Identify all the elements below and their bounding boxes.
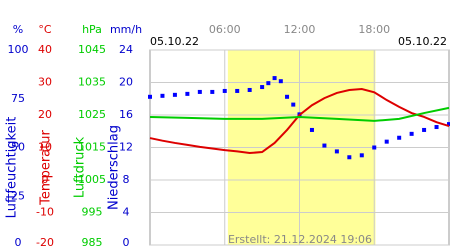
y-tick-label: 0	[15, 236, 22, 249]
series-dot	[222, 88, 227, 93]
x-tick-label: 12:00	[284, 23, 316, 36]
y-tick-label: 1045	[78, 43, 106, 56]
y-tick-label: 8	[123, 173, 130, 186]
x-tick-label: 06:00	[209, 23, 241, 36]
axis-unit: hPa	[82, 23, 102, 36]
y-tick-label: 100	[8, 43, 29, 56]
axis-unit: %	[13, 23, 23, 36]
y-tick-label: 1035	[78, 76, 106, 89]
series-dot	[322, 143, 327, 148]
series-line	[149, 87, 450, 155]
y-tick-label: 0	[123, 236, 130, 249]
series-dot	[409, 131, 414, 136]
y-tick-label: 4	[123, 206, 130, 219]
series-dot	[148, 94, 152, 99]
series-dot	[185, 91, 190, 96]
y-tick-label: 0	[42, 173, 49, 186]
x-tick-label: 18:00	[358, 23, 390, 36]
axis-unit: °C	[38, 23, 52, 36]
y-tick-label: 1015	[78, 141, 106, 154]
y-tick-label: 1025	[78, 108, 106, 121]
axis-title: Luftdruck	[73, 136, 88, 198]
series-dot	[247, 87, 252, 92]
series-dot	[160, 93, 165, 98]
series-dot	[272, 76, 277, 81]
series-dot	[197, 89, 202, 94]
y-tick-label: 10	[38, 141, 52, 154]
series-dot	[309, 127, 314, 132]
y-tick-label: 30	[38, 76, 52, 89]
y-tick-label: 12	[119, 141, 133, 154]
axis-title: Temperatur	[39, 130, 54, 206]
axis-title: Niederschlag	[107, 125, 122, 210]
series-dot	[210, 89, 215, 94]
date-right: 05.10.22	[398, 35, 447, 48]
footer: Erstellt: 21.12.2024 19:06	[228, 233, 372, 246]
series-dot	[434, 125, 439, 130]
series-dot	[447, 122, 450, 127]
axis-unit: mm/h	[110, 23, 142, 36]
axis-title: Luftfeuchtigkeit	[5, 117, 20, 219]
series-dot	[359, 153, 364, 158]
y-tick-label: 25	[11, 189, 25, 202]
y-tick-label: 75	[11, 92, 25, 105]
y-tick-label: 995	[82, 206, 103, 219]
y-tick-label: 40	[38, 43, 52, 56]
series-dot	[172, 92, 177, 97]
series-dot	[285, 94, 290, 99]
y-tick-label: 1005	[78, 173, 106, 186]
y-tick-label: 20	[119, 76, 133, 89]
series-dot	[235, 88, 240, 93]
series-dot	[397, 135, 402, 140]
y-tick-label: 16	[119, 108, 133, 121]
series-dot	[422, 127, 427, 132]
y-tick-label: 985	[82, 236, 103, 249]
y-tick-label: -10	[36, 206, 54, 219]
series-dot	[334, 149, 339, 154]
y-tick-label: 20	[38, 108, 52, 121]
series-dot	[291, 102, 296, 107]
series-dot	[384, 139, 389, 144]
y-tick-label: -20	[36, 236, 54, 249]
series-line	[149, 106, 450, 122]
y-tick-label: 50	[11, 141, 25, 154]
series-dot	[278, 79, 283, 84]
series-dot	[372, 145, 377, 150]
date-left: 05.10.22	[150, 35, 199, 48]
series-dot	[266, 81, 271, 86]
series-dot	[347, 155, 352, 160]
series-dot	[260, 85, 265, 90]
y-tick-label: 24	[119, 43, 133, 56]
